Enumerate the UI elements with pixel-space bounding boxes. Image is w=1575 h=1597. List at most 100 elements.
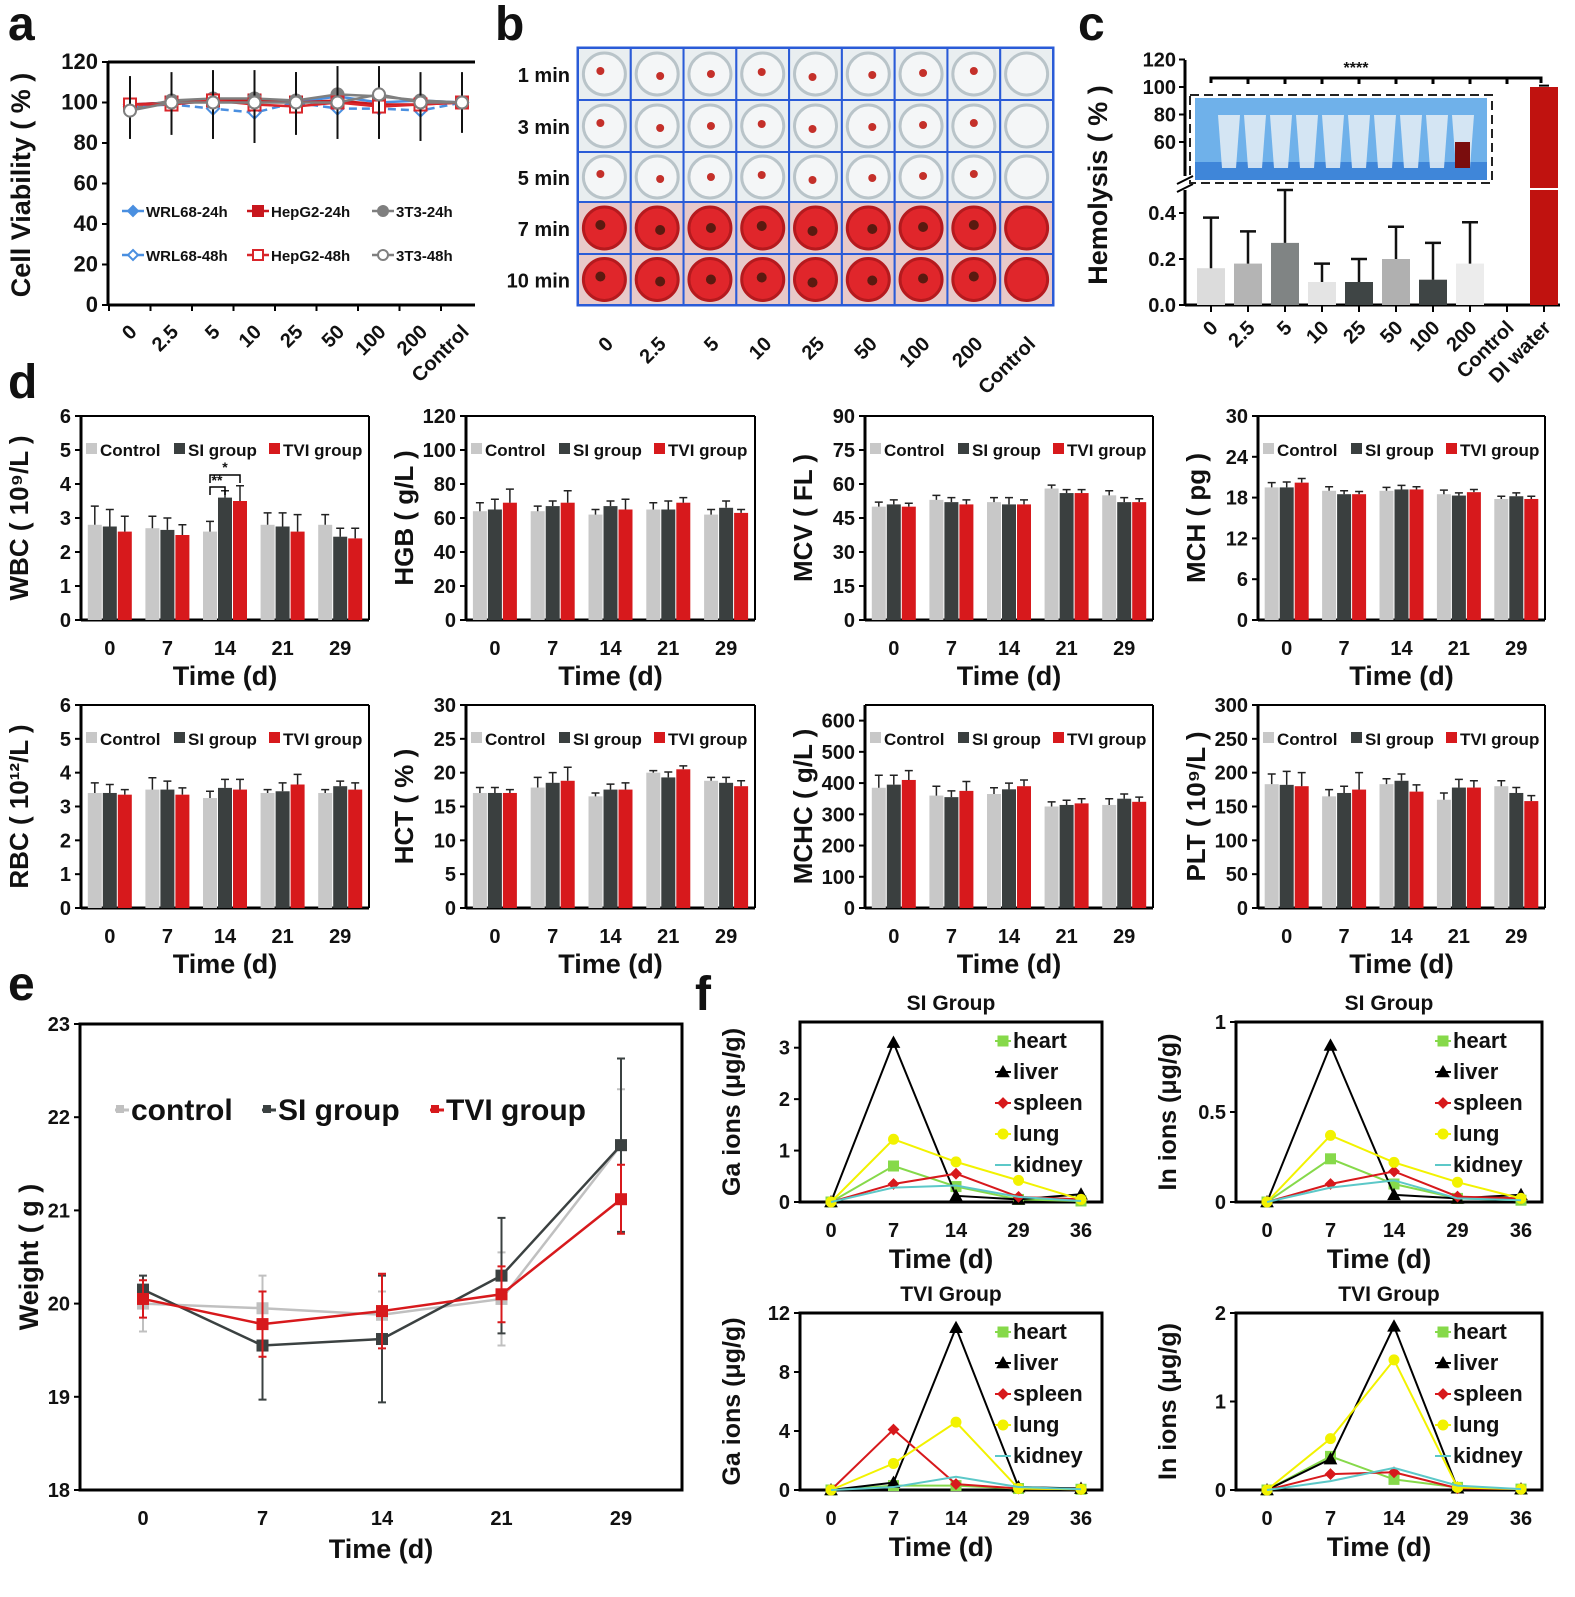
legend-swatch (870, 732, 881, 743)
bar-control (871, 506, 886, 620)
x-tick-label: 7 (257, 1508, 268, 1530)
legend-label: SI group (188, 441, 257, 460)
axis-break (1176, 175, 1194, 193)
error-bar (904, 502, 913, 507)
error-bar (1412, 485, 1421, 490)
x-tick-label: 21 (490, 1508, 512, 1530)
legend-swatch (654, 732, 665, 743)
y-tick-label: 19 (48, 1387, 70, 1409)
bar-si-group (1059, 493, 1074, 620)
error-bar (1527, 495, 1536, 499)
bar-control (646, 772, 661, 908)
bar-control (1322, 796, 1337, 908)
bar (1345, 282, 1373, 305)
error-bar (889, 499, 898, 505)
data-point (1388, 1156, 1400, 1168)
data-point (950, 1478, 962, 1491)
data-point (123, 103, 137, 118)
legend-swatch (174, 732, 185, 743)
x-tick-label: 25 (276, 321, 307, 352)
error-bar (606, 783, 615, 790)
x-tick-label: 29 (1505, 638, 1527, 660)
error-bar (505, 788, 514, 793)
chart-d-mchc: 0 100 200 300 400 500 600 0 7 14 21 29 Control SI gro… (788, 704, 1154, 979)
y-axis-label: Ga ions (μg/g) (718, 1028, 746, 1196)
data-point (376, 1305, 388, 1318)
legend-swatch (1053, 732, 1064, 743)
particle (919, 69, 928, 77)
error-bar (1412, 784, 1421, 792)
tube (1270, 115, 1292, 168)
bar-tvi-group (901, 506, 916, 620)
error-bar (1105, 490, 1114, 496)
y-tick-label: 0 (779, 1192, 790, 1214)
chart-f-in-si: 0 0.5 1 0 7 14 29 36 SI Group heart liver spleen lun… (1154, 992, 1544, 1274)
bar-tvi-group (1294, 482, 1309, 620)
error-bar (1267, 773, 1276, 785)
legend-label: HepG2-48h (271, 248, 350, 265)
x-tick-label: 7 (946, 926, 957, 948)
legend-label: 3T3-24h (396, 204, 453, 221)
legend-label: heart (1013, 1028, 1067, 1053)
particle (969, 170, 978, 178)
x-tick-label: 14 (214, 638, 237, 660)
y-tick-label: 60 (74, 171, 98, 196)
error-bar (120, 515, 129, 532)
chart-d-rbc: 0 1 2 3 4 5 6 0 7 14 21 29 Control SI group TVI group T… (4, 695, 370, 979)
bar-si-group (333, 786, 348, 908)
bar-tvi-group (1524, 801, 1539, 908)
bar-control (1494, 786, 1509, 908)
x-tick-label: 2.5 (1224, 317, 1259, 352)
series-kidney: kidney (830, 1152, 1083, 1203)
x-tick-label: 0 (1199, 317, 1222, 340)
error-bar (90, 505, 99, 525)
error-bar (1439, 489, 1448, 495)
data-point (1437, 1419, 1449, 1431)
data-point (495, 1288, 508, 1301)
row-label: 1 min (518, 65, 570, 87)
row-label: 5 min (518, 168, 570, 190)
particle (808, 73, 817, 81)
bar-tvi-group (618, 789, 633, 908)
bar-control (588, 514, 603, 620)
bar-si-group (1002, 504, 1016, 620)
legend-label: liver (1013, 1350, 1059, 1375)
data-point (164, 95, 179, 110)
particle (655, 225, 666, 235)
y-tick-label: 6 (60, 695, 71, 717)
bar-si-group (275, 526, 290, 620)
y-tick-label: 80 (1154, 105, 1176, 127)
x-tick-label: 21 (657, 926, 679, 948)
chart-title: TVI Group (900, 1283, 1002, 1306)
legend-label: kidney (1453, 1443, 1523, 1468)
chart-f-in-tvi: 0 1 2 0 7 14 29 36 TVI Group heart liver spleen lung… (1154, 1283, 1544, 1562)
y-tick-label: 400 (822, 773, 855, 795)
y-tick-label: 6 (60, 406, 71, 428)
bar-tvi-group (1074, 803, 1089, 908)
column-label: 50 (851, 333, 882, 364)
particle (918, 222, 929, 232)
legend-swatch (958, 732, 969, 743)
legend-label: SI group (972, 441, 1041, 460)
bar-tvi-group (1466, 787, 1481, 908)
x-tick-label: 25 (1339, 317, 1370, 348)
data-point (997, 1097, 1009, 1109)
bar-tvi-group (1074, 493, 1089, 620)
data-point (1437, 1097, 1449, 1109)
error-bar (321, 788, 330, 793)
legend-label: liver (1453, 1350, 1499, 1375)
y-tick-label: 50 (1226, 864, 1248, 886)
legend-label: kidney (1013, 1152, 1083, 1177)
x-tick-label: 7 (1325, 1508, 1336, 1530)
x-tick-label: 7 (888, 1508, 899, 1530)
particle (868, 123, 877, 131)
x-axis-label: Time (d) (889, 1532, 994, 1562)
data-point (1515, 1192, 1527, 1204)
x-tick-label: 0 (1261, 1508, 1272, 1530)
bar-si-group (719, 507, 734, 620)
legend-swatch (471, 732, 482, 743)
bar-tvi-group (348, 538, 363, 620)
data-point (887, 1423, 900, 1436)
error-bar (178, 787, 187, 795)
